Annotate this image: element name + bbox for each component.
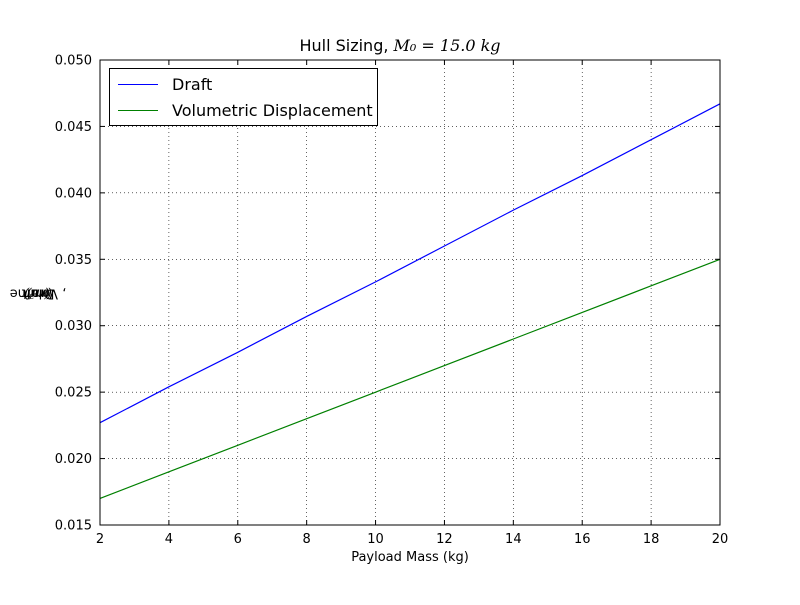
y-tick-label: 0.050	[55, 54, 92, 69]
y-axis-label-math2: (m³)	[24, 285, 52, 301]
legend-label-volumetric-displacement: Volumetric Displacement	[172, 100, 373, 120]
x-tick-label: 8	[303, 532, 311, 547]
legend-entry-volumetric-displacement: Volumetric Displacement	[118, 98, 373, 122]
x-tick-label: 18	[643, 532, 660, 547]
x-tick-label: 14	[505, 532, 522, 547]
axis-ticks: 2 4 6 8 10 12 14 16 18 20 0.015 0.020 0.025 0.030 0.03…	[55, 54, 728, 548]
y-tick-label: 0.015	[55, 519, 92, 534]
x-axis-label: Payload Mass (kg)	[351, 550, 469, 565]
legend-label-draft: Draft	[172, 74, 213, 94]
chart-title-math: M₀ = 15.0 kg	[393, 36, 501, 55]
y-tick-label: 0.030	[55, 319, 92, 334]
chart-title-text: Hull Sizing,	[299, 36, 394, 55]
legend-line-draft	[118, 83, 158, 85]
plot-area	[100, 60, 720, 525]
y-tick-label: 0.035	[55, 253, 92, 268]
plot-frame	[99, 59, 721, 526]
legend-line-volumetric-displacement	[118, 109, 158, 111]
legend-entry-draft: Draft	[118, 72, 212, 96]
x-tick-label: 4	[165, 532, 173, 547]
y-tick-label: 0.040	[55, 186, 92, 201]
chart-title: Hull Sizing, M₀ = 15.0 kg	[0, 36, 800, 55]
series-line-volumetric-displacement	[99, 258, 721, 499]
x-tick-label: 20	[712, 532, 729, 547]
grid-lines	[100, 60, 720, 525]
x-tick-label: 6	[234, 532, 242, 547]
y-tick-label: 0.020	[55, 452, 92, 467]
x-tick-label: 2	[96, 532, 104, 547]
y-tick-label: 0.045	[55, 120, 92, 135]
legend: Draft Volumetric Displacement	[109, 68, 378, 126]
x-tick-label: 10	[367, 532, 384, 547]
series-line-draft	[99, 103, 721, 424]
y-tick-label: 0.025	[55, 386, 92, 401]
data-series	[99, 103, 721, 499]
x-tick-label: 12	[436, 532, 453, 547]
x-tick-label: 16	[574, 532, 591, 547]
